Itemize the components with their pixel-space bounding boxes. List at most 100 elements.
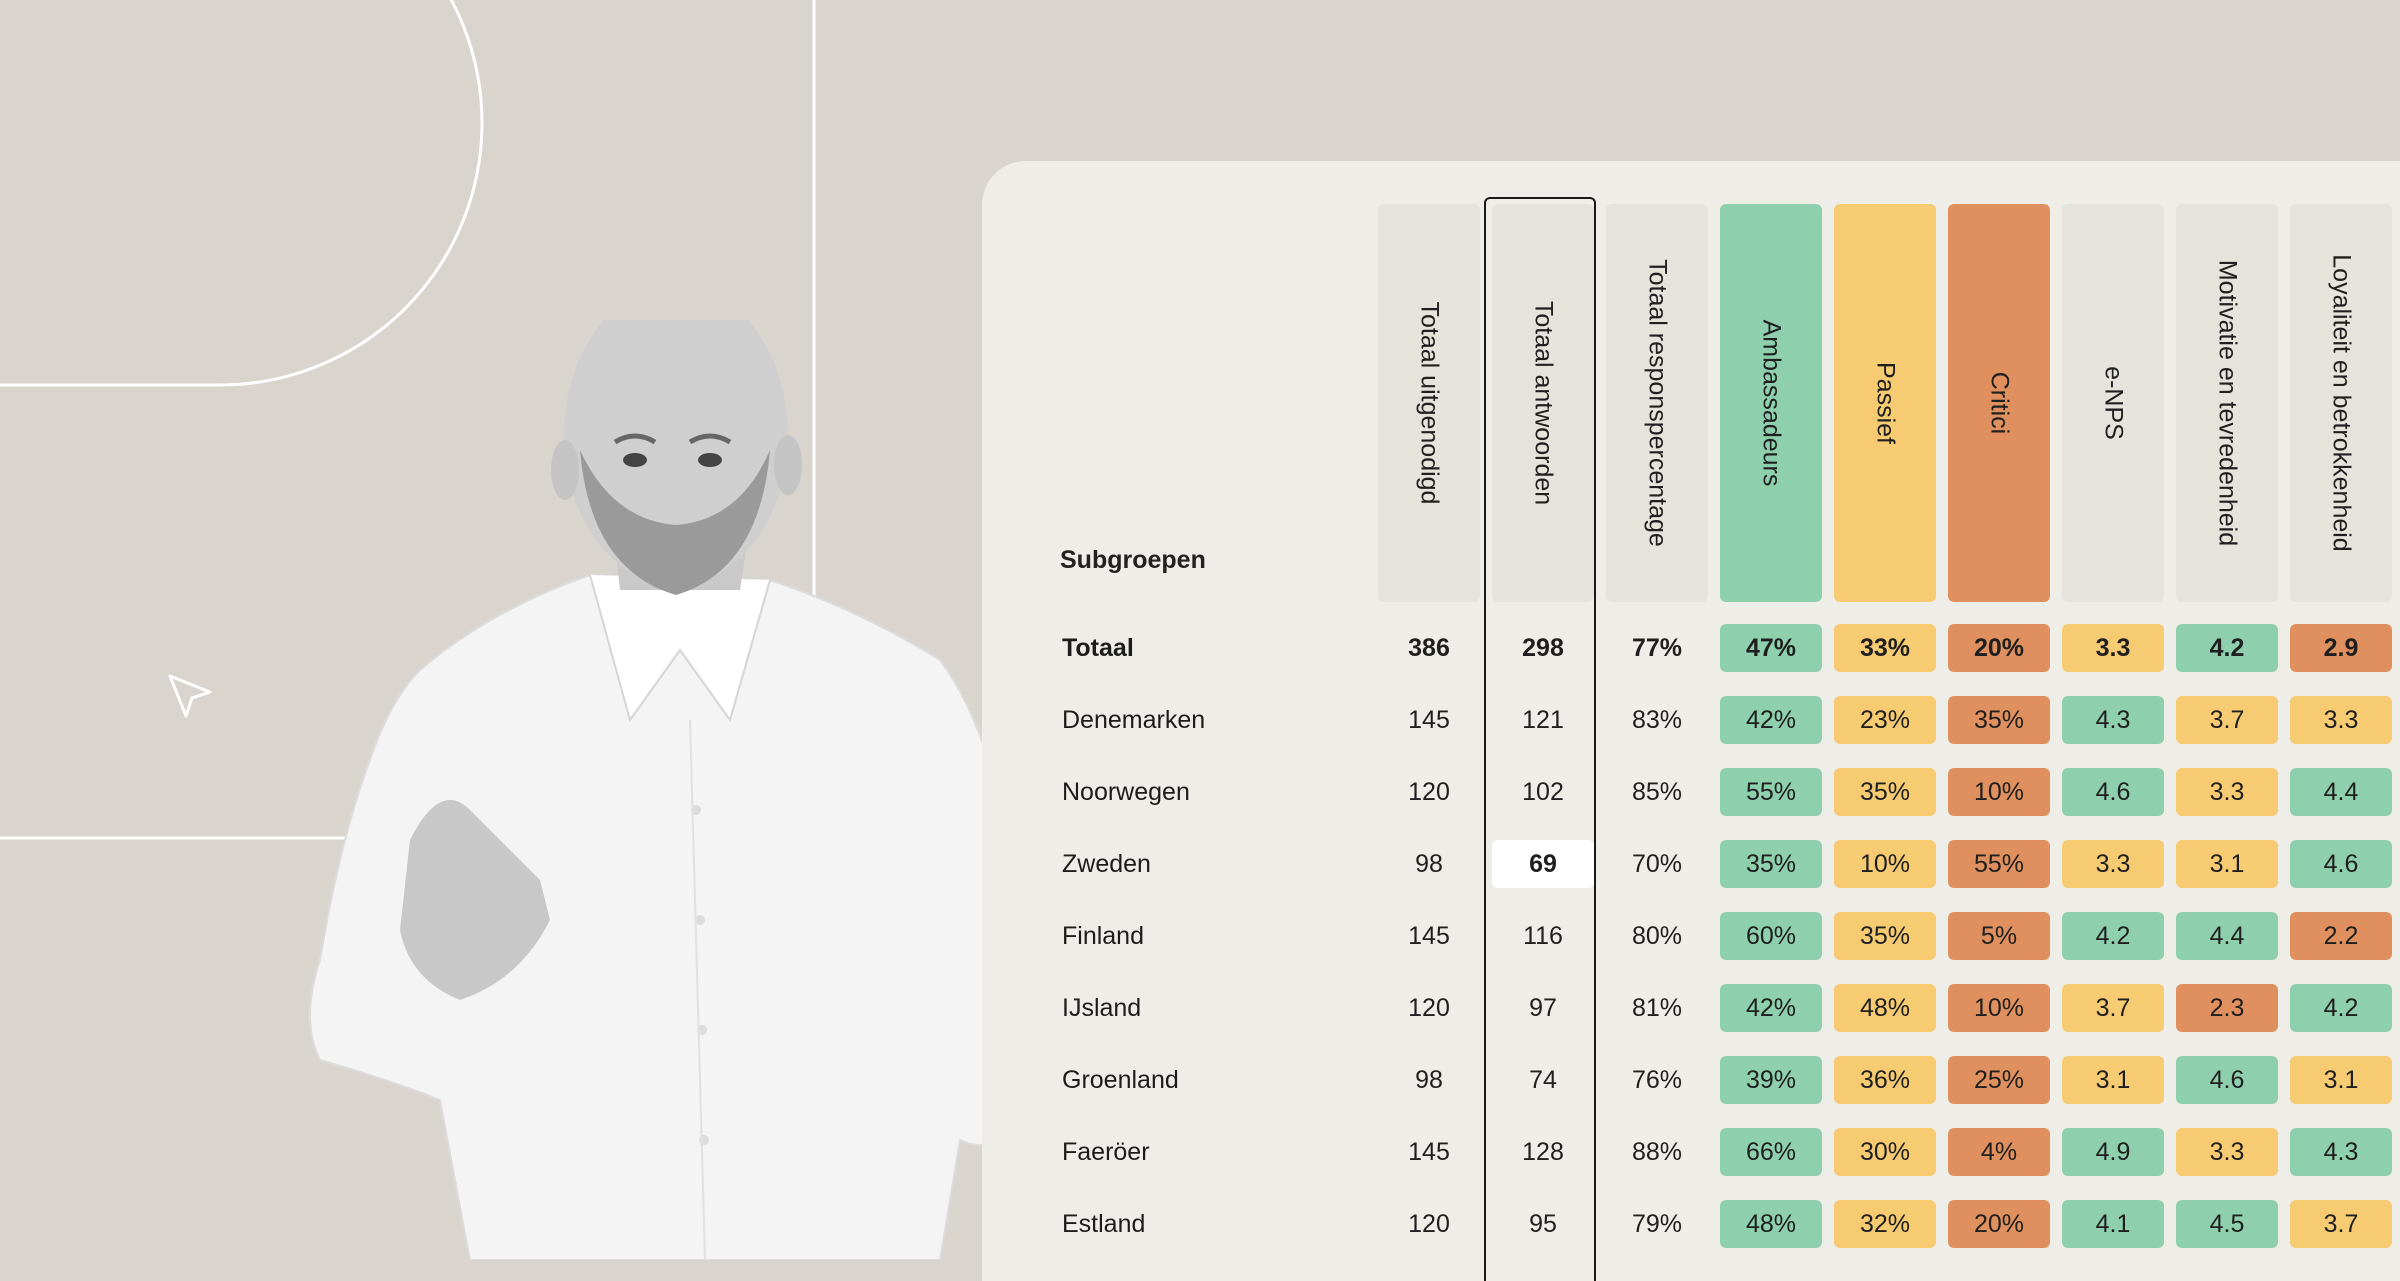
table-cell: 55% [1948,840,2050,888]
table-cell: 25% [1948,1056,2050,1104]
table-cell: 4.2 [2290,984,2392,1032]
table-cell: 32% [1834,1200,1936,1248]
table-cell: 74 [1529,1066,1557,1094]
table-cell: 3.7 [2290,1200,2392,1248]
column-header[interactable]: e-NPS [2062,204,2164,602]
table-cell: 4.4 [2176,912,2278,960]
table-cell: 98 [1415,850,1443,878]
table-cell: 30% [1834,1128,1936,1176]
table-cell: 3.3 [2062,840,2164,888]
table-cell: 4.4 [2290,768,2392,816]
table-cell: 4.2 [2062,912,2164,960]
table-cell: 3.1 [2290,1056,2392,1104]
column-header[interactable]: Passief [1834,204,1936,602]
table-cell: 3.1 [2176,840,2278,888]
table-cell: 386 [1408,634,1450,662]
table-cell: 4% [1948,1128,2050,1176]
table-cell: 33% [1834,624,1936,672]
table-cell: 4.5 [2176,1200,2278,1248]
table-cell: 2.3 [2176,984,2278,1032]
table-cell: 102 [1522,778,1564,806]
table-cell: 88% [1631,1138,1683,1166]
table-cell: 3.7 [2062,984,2164,1032]
column-header-label: Ambassadeurs [1757,319,1786,487]
table-cell: 20% [1948,624,2050,672]
column-header[interactable]: Critici [1948,204,2050,602]
column-header-label: Passief [1871,362,1900,444]
table-cell: 4.1 [2062,1200,2164,1248]
table-cell: 83% [1631,706,1683,734]
table-cell: 48% [1720,1200,1822,1248]
column-header[interactable]: Totaal antwoorden [1492,204,1594,602]
row-label: Finland [1062,922,1144,950]
table-cell: 120 [1408,778,1450,806]
column-header[interactable]: Motivatie en tevredenheid [2176,204,2278,602]
row-label: Estland [1062,1210,1146,1238]
table-cell: 3.3 [2176,1128,2278,1176]
table-cell: 116 [1523,922,1563,950]
column-header-label: Totaal uitgenodigd [1415,301,1444,505]
table-cell: 97 [1529,994,1557,1022]
table-cell: 120 [1408,994,1450,1022]
table-cell: 76% [1631,1066,1683,1094]
cursor-arrow-icon [168,674,212,718]
table-cell: 80% [1631,922,1683,950]
column-header-label: Loyaliteit en betrokkenheid [2327,254,2356,552]
person-photo [300,320,1060,1260]
table-cell: 3.7 [2176,696,2278,744]
table-cell: 98 [1415,1066,1443,1094]
table-cell: 4.6 [2290,840,2392,888]
table-cell: 79% [1631,1210,1683,1238]
column-header[interactable]: Totaal uitgenodigd [1378,204,1480,602]
table-cell: 298 [1522,634,1564,662]
table-cell: 70% [1631,850,1683,878]
table-cell: 10% [1948,768,2050,816]
table-cell: 77% [1631,634,1683,662]
table-cell: 60% [1720,912,1822,960]
table-cell: 4.3 [2062,696,2164,744]
table-cell: 10% [1948,984,2050,1032]
table-cell: 120 [1408,1210,1450,1238]
table-cell: 3.3 [2290,696,2392,744]
table-cell: 2.2 [2290,912,2392,960]
row-label: IJsland [1062,994,1142,1022]
table-cell: 66% [1720,1128,1822,1176]
table-cell: 4.6 [2176,1056,2278,1104]
table-cell: 145 [1408,1138,1450,1166]
row-label: Groenland [1062,1066,1179,1094]
column-header-label: Totaal responspercentage [1643,259,1672,547]
table-cell: 35% [1834,912,1936,960]
table-cell: 128 [1522,1138,1564,1166]
column-header[interactable]: Totaal responspercentage [1606,204,1708,602]
table-cell: 23% [1834,696,1936,744]
row-label: Zweden [1062,850,1151,878]
table-cell: 5% [1948,912,2050,960]
table-cell: 145 [1408,922,1450,950]
table-cell: 36% [1834,1056,1936,1104]
table-cell: 4.3 [2290,1128,2392,1176]
column-header[interactable]: Ambassadeurs [1720,204,1822,602]
table-cell: 4.9 [2062,1128,2164,1176]
row-label: Noorwegen [1062,778,1190,806]
table-cell: 2.9 [2290,624,2392,672]
subgroups-label: Subgroepen [1060,546,1206,574]
column-header-label: Motivatie en tevredenheid [2213,259,2242,547]
column-header[interactable]: Loyaliteit en betrokkenheid [2290,204,2392,602]
table-cell: 47% [1720,624,1822,672]
table-cell: 3.1 [2062,1056,2164,1104]
table-cell: 10% [1834,840,1936,888]
column-header-label: Totaal antwoorden [1529,300,1558,506]
column-header-label: e-NPS [2099,366,2128,440]
table-cell: 145 [1408,706,1450,734]
table-cell: 4.2 [2176,624,2278,672]
table-cell: 4.6 [2062,768,2164,816]
results-table-panel: Subgroepen Totaal uitgenodigd Totaal antw… [982,161,2400,1281]
table-cell: 121 [1522,706,1564,734]
table-cell: 95 [1529,1210,1557,1238]
table-cell: 39% [1720,1056,1822,1104]
table-cell: 3.3 [2176,768,2278,816]
table-cell: 55% [1720,768,1822,816]
column-header-label: Critici [1985,371,2014,435]
table-cell: 85% [1631,778,1683,806]
table-cell: 69 [1492,840,1594,888]
